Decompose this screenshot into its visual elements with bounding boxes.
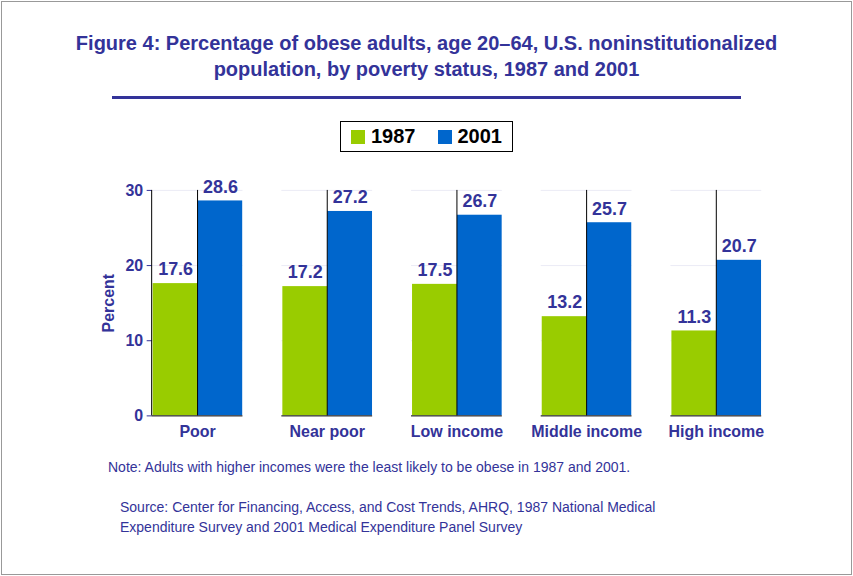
svg-text:0: 0: [134, 407, 143, 424]
html-text:Figure 4: Percentage of obese: Figure 4: Percentage of obese adults, ag…: [75, 32, 778, 80]
svg-text:17.6: 17.6: [158, 259, 193, 279]
svg-text:Near poor: Near poor: [290, 423, 365, 440]
svg-text:11.3: 11.3: [677, 307, 711, 327]
svg-text:17.5: 17.5: [418, 260, 453, 280]
svg-text:10: 10: [125, 332, 143, 349]
svg-text:20: 20: [125, 257, 143, 274]
svg-text:Middle income: Middle income: [531, 423, 642, 440]
svg-text:17.2: 17.2: [288, 262, 323, 282]
svg-text:26.7: 26.7: [462, 191, 497, 211]
svg-text:13.2: 13.2: [547, 292, 582, 312]
svg-text:20.7: 20.7: [722, 236, 757, 256]
svg-text:28.6: 28.6: [203, 177, 238, 197]
svg-text:Percent: Percent: [100, 273, 117, 332]
svg-text:30: 30: [125, 182, 143, 199]
html-text:1987: 1987: [371, 125, 416, 147]
svg-text:25.7: 25.7: [592, 199, 627, 219]
svg-text:Low income: Low income: [411, 423, 503, 440]
svg-text:27.2: 27.2: [333, 187, 368, 207]
html-text:Note: Adults with higher incom: Note: Adults with higher incomes were th…: [108, 459, 631, 476]
svg-text:Poor: Poor: [179, 423, 215, 440]
html-text:2001: 2001: [457, 125, 502, 147]
html-text:Source: Center for Financing,: Source: Center for Financing, Access, an…: [120, 499, 656, 536]
svg-text:High income: High income: [668, 423, 764, 440]
